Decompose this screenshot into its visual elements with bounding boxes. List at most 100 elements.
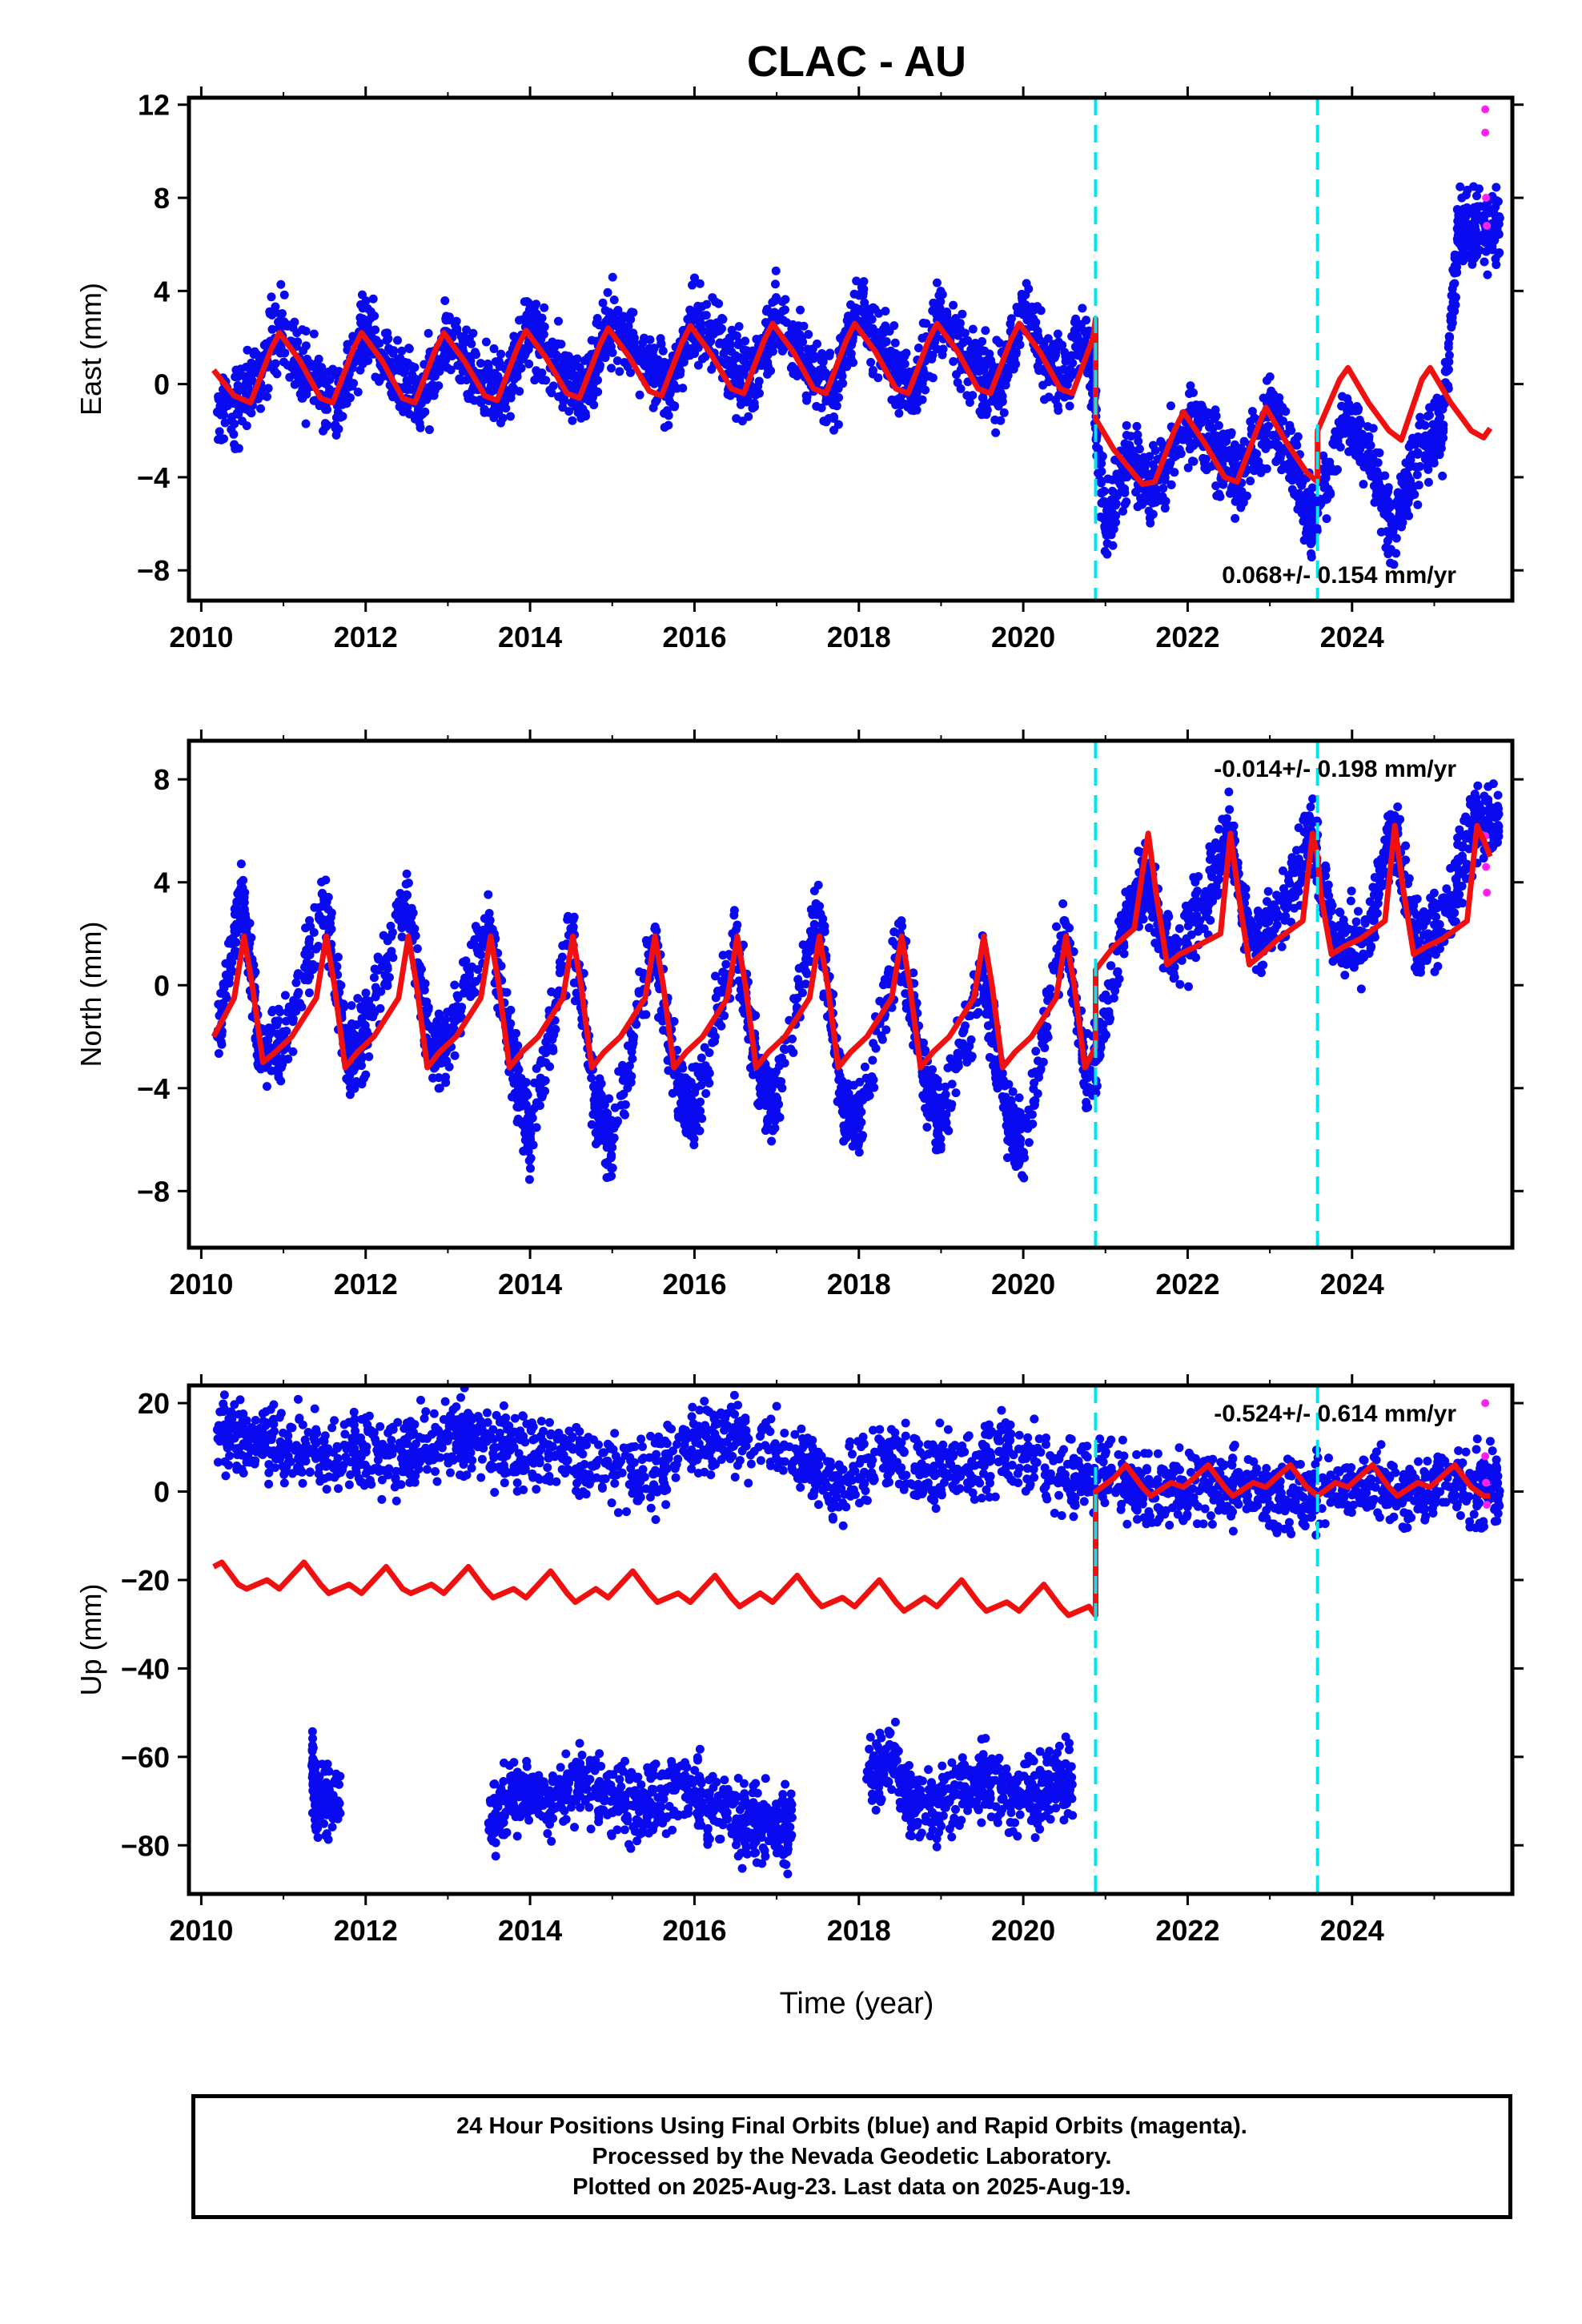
east-point [1102, 538, 1112, 548]
east-point [812, 401, 821, 411]
east-point [462, 325, 472, 335]
north-point [224, 979, 234, 988]
north-point [374, 965, 383, 975]
north-point [239, 875, 248, 885]
north-point [386, 949, 396, 959]
east-point [584, 396, 594, 406]
east-point [230, 419, 239, 428]
east-point [1097, 467, 1106, 476]
east-point [231, 365, 241, 375]
east-point [996, 416, 1006, 425]
east-point [468, 328, 478, 338]
east-point [771, 266, 781, 275]
north-point [373, 952, 383, 962]
east-point [309, 329, 319, 339]
east-point [1450, 268, 1460, 278]
east-point [1355, 415, 1364, 424]
north-point [684, 1101, 693, 1111]
east-point [292, 328, 302, 338]
east-point [1458, 256, 1468, 266]
east-point [890, 338, 900, 348]
east-point [701, 311, 711, 320]
east-point [261, 339, 271, 348]
east-point [520, 297, 529, 307]
north-point [526, 1112, 536, 1122]
east-point [547, 349, 556, 359]
north-point [282, 1026, 291, 1035]
east-point [393, 336, 403, 345]
east-point [396, 402, 406, 412]
east-point [279, 321, 289, 331]
north-point [604, 1116, 614, 1126]
north-point [436, 1035, 445, 1044]
east-y-tick-label: 4 [154, 275, 170, 308]
north-point [230, 927, 239, 936]
north-point [449, 1023, 459, 1033]
east-point [410, 363, 420, 372]
east-point [334, 424, 343, 434]
east-point [962, 391, 972, 400]
north-point [488, 924, 497, 934]
east-point [726, 366, 736, 376]
east-point [217, 435, 227, 444]
east-point [818, 357, 828, 367]
east-point [440, 350, 449, 360]
north-point [697, 1080, 706, 1090]
east-point [938, 290, 947, 300]
east-point [633, 349, 643, 359]
north-point [664, 1066, 673, 1076]
north-point [394, 915, 404, 924]
north-point [619, 1109, 628, 1119]
north-point [441, 1072, 451, 1082]
north-point [387, 927, 397, 937]
east-point [642, 354, 652, 364]
east-point [1236, 444, 1246, 453]
east-point [1227, 428, 1236, 437]
east-point [994, 338, 1004, 348]
north-point [521, 1077, 531, 1087]
east-point [575, 363, 584, 372]
north-point [620, 1062, 629, 1072]
east-point [917, 369, 927, 379]
east-point [498, 413, 508, 423]
east-point [1174, 432, 1184, 441]
north-point [676, 1111, 685, 1120]
east-point [1443, 343, 1453, 352]
north-point [697, 1053, 706, 1063]
east-point [1058, 340, 1067, 350]
east-point [348, 332, 358, 341]
east-point [559, 396, 568, 406]
east-point [701, 352, 710, 361]
north-point [592, 1110, 601, 1120]
east-point [928, 373, 938, 383]
east-point [440, 360, 449, 370]
east-point [575, 403, 584, 412]
east-point [1022, 279, 1031, 288]
north-point [753, 1099, 763, 1108]
north-point [628, 1032, 638, 1042]
east-point [1219, 429, 1228, 439]
north-point [729, 906, 739, 915]
east-point [524, 344, 533, 354]
east-point [424, 384, 434, 394]
east-point [1456, 182, 1465, 191]
east-point [1348, 429, 1358, 439]
north-point [520, 1146, 530, 1156]
east-point [1392, 497, 1402, 506]
east-point [476, 359, 485, 368]
north-point [555, 957, 564, 967]
north-point [770, 1124, 780, 1133]
north-point [608, 1143, 617, 1152]
east-point [1070, 342, 1080, 352]
east-point [1166, 401, 1175, 411]
east-point [1212, 442, 1222, 452]
north-point [595, 1074, 604, 1084]
east-point [564, 407, 574, 416]
east-point [1487, 205, 1496, 215]
east-point [1073, 332, 1082, 341]
east-point [515, 387, 524, 396]
east-plot-area [211, 105, 1504, 569]
east-point [965, 397, 974, 407]
east-point [1249, 462, 1259, 472]
east-point [534, 320, 544, 329]
